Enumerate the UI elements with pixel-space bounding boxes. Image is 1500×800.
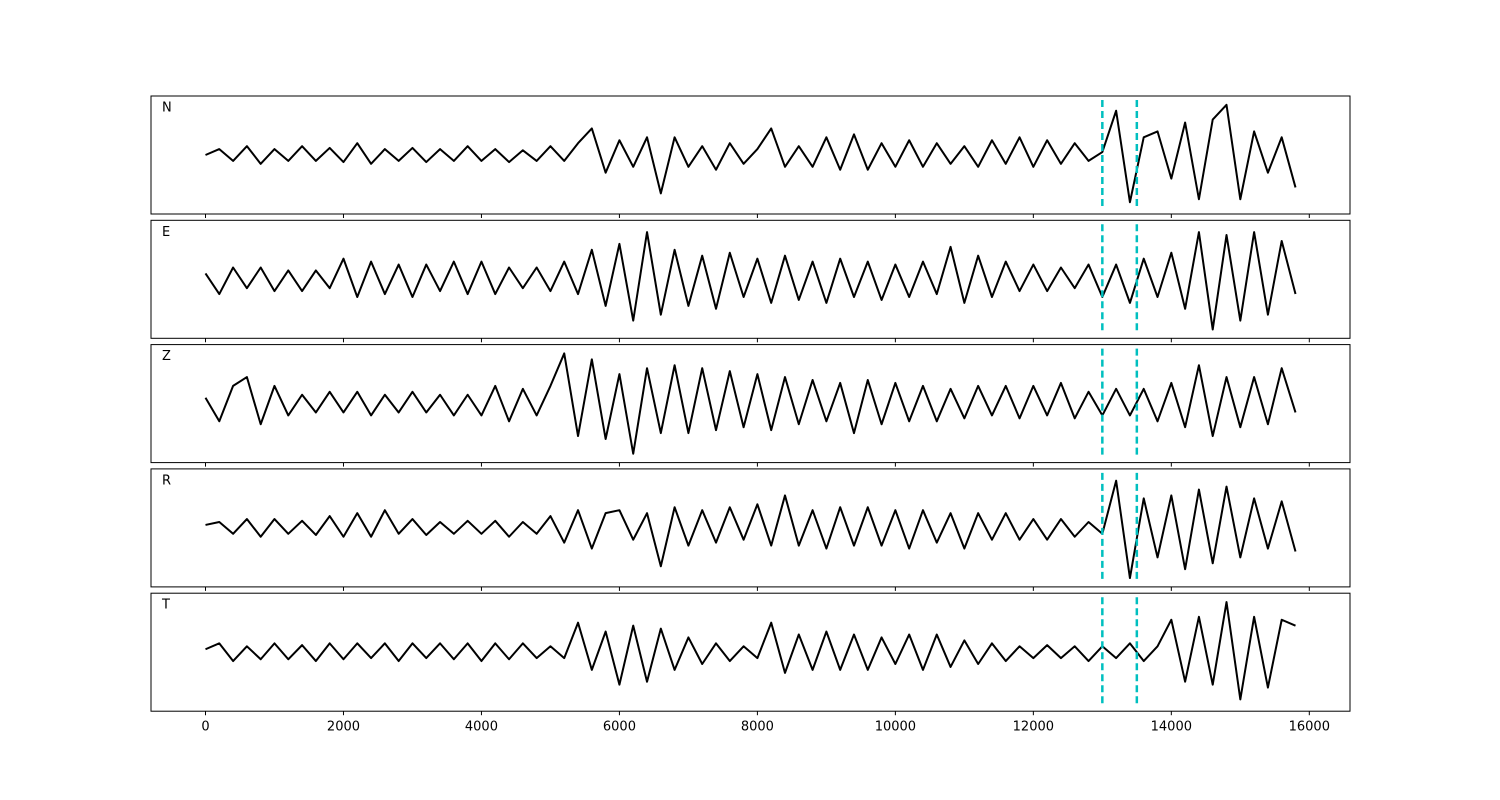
channel-label: Z: [162, 349, 171, 364]
x-tick-label: 14000: [1151, 720, 1192, 735]
x-tick-label: 0: [201, 720, 209, 735]
axes-frame: [150, 95, 1351, 215]
x-tick-label: 6000: [603, 720, 636, 735]
axes-frame: [150, 344, 1351, 464]
x-tick-label: 12000: [1013, 720, 1054, 735]
x-tick-label: 8000: [741, 720, 774, 735]
channel-label: R: [162, 473, 171, 488]
axes-frame: [150, 592, 1351, 712]
axes-frame: [150, 468, 1351, 588]
waveform: [204, 352, 1297, 455]
x-tick-label: 4000: [465, 720, 498, 735]
waveform: [204, 231, 1297, 331]
x-tick-label: 16000: [1289, 720, 1330, 735]
axes-frame: [150, 219, 1351, 339]
x-tick-label: 10000: [875, 720, 916, 735]
channel-label: N: [162, 101, 172, 116]
channel-label: E: [162, 225, 170, 240]
waveform: [205, 479, 1297, 580]
x-tick-label: 2000: [327, 720, 360, 735]
channel-label: T: [161, 598, 170, 613]
waveform: [205, 601, 1296, 701]
waveform: [205, 103, 1297, 204]
